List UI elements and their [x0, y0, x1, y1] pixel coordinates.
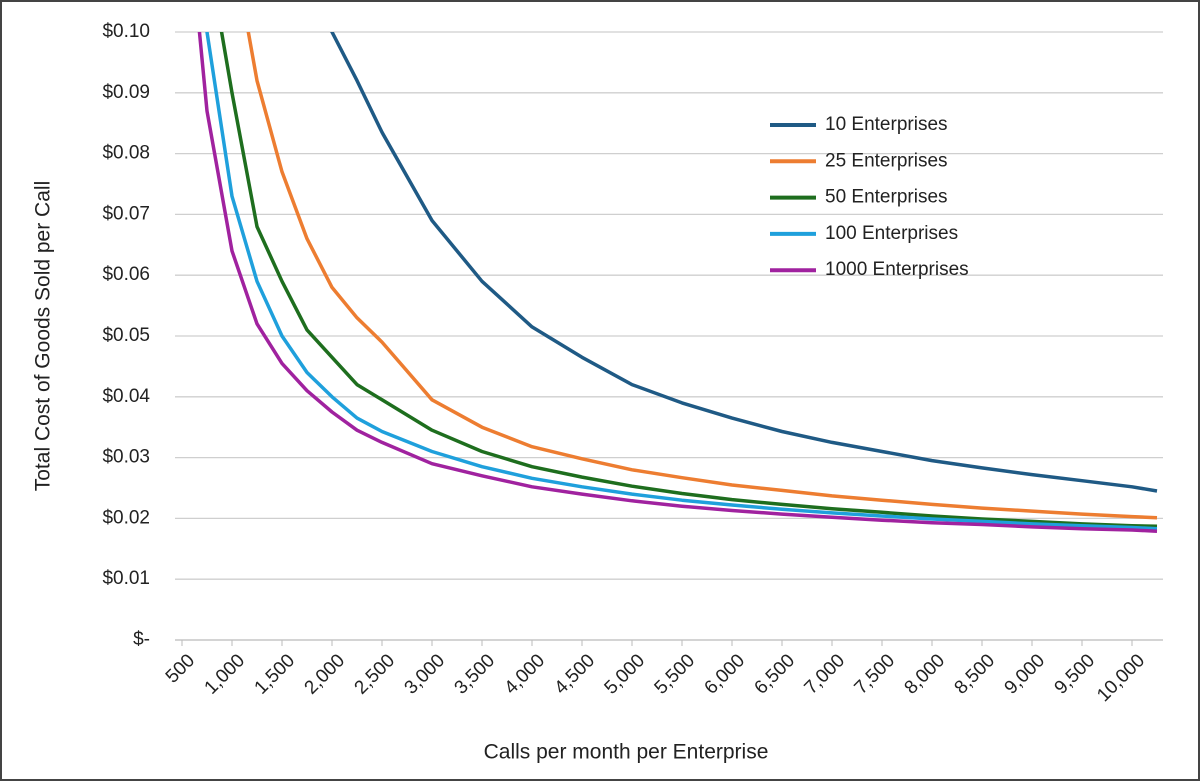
grid: [175, 31, 1163, 646]
y-tick-label: $0.08: [102, 143, 150, 164]
series-line: [205, 32, 1158, 531]
y-tick-label: $-: [133, 629, 150, 650]
legend-label: 1000 Enterprises: [825, 259, 969, 280]
y-tick-label: $0.04: [102, 386, 150, 407]
plot: [197, 32, 1158, 533]
y-tick-label: $0.09: [102, 82, 150, 103]
y-tick-label: $0.06: [102, 264, 150, 285]
legend-label: 25 Enterprises: [825, 150, 948, 171]
y-tick-label: $0.07: [102, 203, 150, 224]
series-line: [246, 32, 1158, 520]
series-line: [197, 32, 1158, 533]
y-tick-label: $0.03: [102, 447, 150, 468]
y-axis-title: Total Cost of Goods Sold per Call: [32, 181, 55, 492]
legend-label: 100 Enterprises: [825, 223, 958, 244]
y-tick-label: $0.05: [102, 325, 150, 346]
y-tick-label: $0.01: [102, 568, 150, 589]
series-line: [219, 32, 1158, 529]
y-tick-label: $0.10: [102, 21, 150, 42]
series-line: [330, 32, 1158, 493]
legend-label: 50 Enterprises: [825, 187, 948, 208]
y-tick-label: $0.02: [102, 507, 150, 528]
x-axis-title: Calls per month per Enterprise: [484, 741, 769, 764]
legend-label: 10 Enterprises: [825, 114, 948, 135]
